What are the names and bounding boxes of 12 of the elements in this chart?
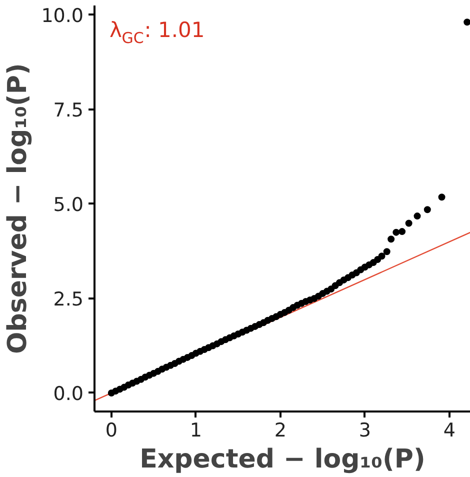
- x-tick-label: 3: [358, 420, 371, 442]
- y-tick-label: 10.0: [41, 4, 84, 27]
- y-tick-label: 0.0: [53, 382, 84, 405]
- y-tick-label: 2.5: [53, 288, 84, 310]
- y-tick-label: 5.0: [53, 194, 84, 216]
- x-tick-label: 4: [443, 420, 456, 442]
- x-tick-label: 1: [190, 420, 202, 442]
- x-tick-label: 0: [105, 420, 118, 442]
- y-axis-title: Observed − log₁₀(P): [3, 63, 34, 354]
- y-tick-label: 7.5: [53, 99, 84, 122]
- x-tick-label: 2: [274, 420, 286, 442]
- x-axis-title: Expected − log₁₀(P): [140, 444, 426, 474]
